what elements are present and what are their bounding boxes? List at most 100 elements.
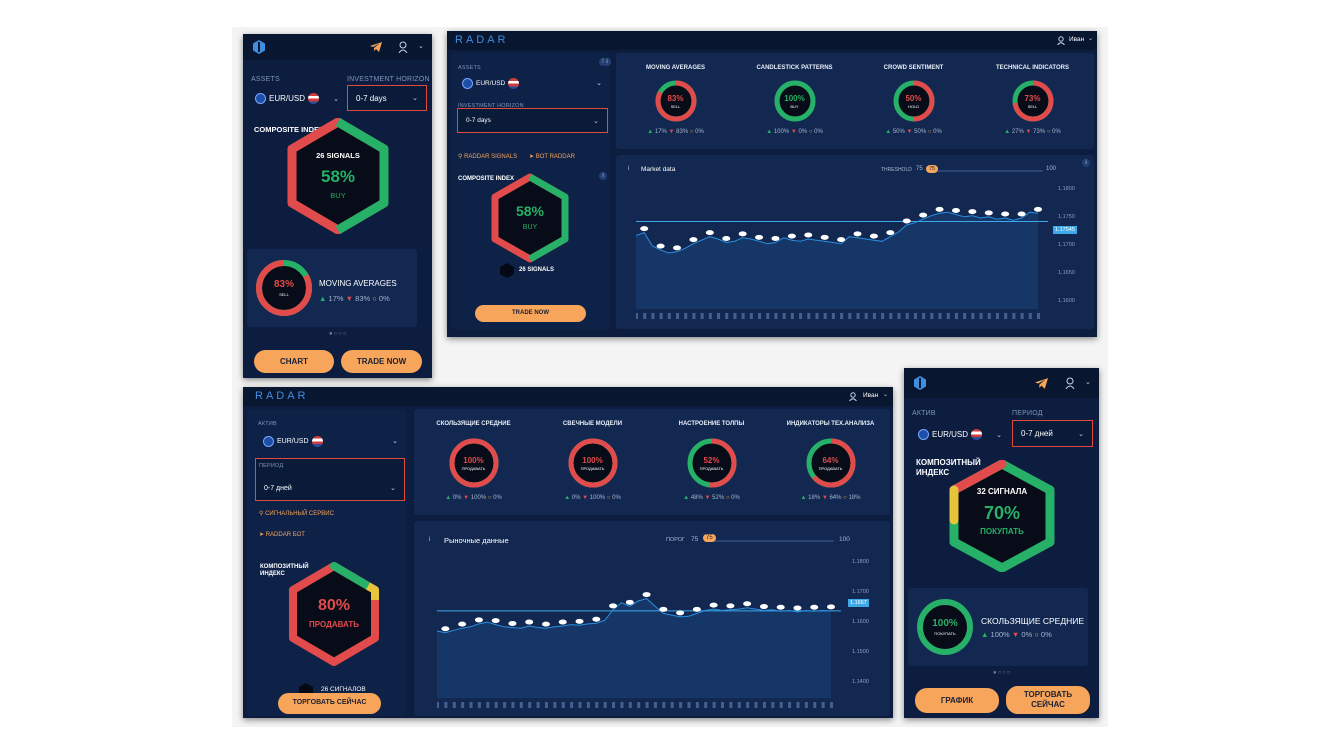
signal-marker[interactable] (1034, 206, 1042, 212)
signal-marker[interactable] (968, 209, 977, 215)
horizon-select[interactable]: 0-7 days ⌄ (347, 85, 427, 111)
asset-select[interactable]: EUR/USD ⌄ (263, 434, 398, 448)
signal-marker[interactable] (935, 206, 944, 212)
signal-marker[interactable] (722, 236, 731, 241)
info-icon[interactable]: i (603, 58, 611, 66)
asset-select[interactable]: EUR/USD ⌄ (462, 77, 602, 89)
user-name[interactable]: Иван (1069, 36, 1085, 43)
signal-marker[interactable] (793, 605, 802, 611)
signal-marker[interactable] (787, 233, 796, 239)
bot-raddar-link[interactable]: ➤ BOT RADDAR (529, 154, 575, 160)
signal-marker[interactable] (458, 621, 467, 627)
asset-select[interactable]: EUR/USD ⌄ (918, 428, 1002, 441)
signal-marker[interactable] (625, 599, 634, 605)
signal-marker[interactable] (491, 618, 500, 624)
trade-now-button[interactable]: TRADE NOW (341, 350, 422, 373)
indicator-card[interactable]: TECHNICAL INDICATORS 73% SELL ▲ 27% ▼ 73% ○… (973, 53, 1092, 149)
period-select[interactable]: 0-7 дней ⌄ (1012, 420, 1093, 447)
user-icon[interactable] (1057, 36, 1065, 45)
pagination-dots[interactable]: ●○○○ (329, 331, 348, 337)
trade-now-button[interactable]: ТОРГОВАТЬ СЕЙЧАС (278, 693, 381, 714)
signal-marker[interactable] (869, 233, 878, 239)
market-chart[interactable] (437, 557, 841, 712)
signal-marker[interactable] (738, 231, 747, 237)
signal-marker[interactable] (902, 218, 911, 224)
signal-marker[interactable] (705, 230, 714, 236)
user-menu-chevron-icon[interactable]: ⌄ (1085, 379, 1091, 386)
signal-marker[interactable] (776, 604, 785, 610)
threshold-slider-track[interactable] (704, 540, 834, 542)
info-icon[interactable]: i (599, 172, 607, 180)
info-icon[interactable]: i (1082, 159, 1090, 167)
telegram-icon[interactable] (1035, 378, 1048, 389)
user-name[interactable]: Иван (863, 392, 879, 399)
threshold-slider-handle[interactable]: 75 (703, 534, 716, 542)
raddar-signals-link[interactable]: ⚲ RADDAR SIGNALS (458, 154, 518, 160)
user-icon[interactable] (1065, 377, 1075, 389)
signal-marker[interactable] (659, 606, 668, 612)
signal-marker[interactable] (575, 618, 584, 624)
horizon-select[interactable]: 0-7 days ⌄ (457, 108, 608, 133)
signal-marker[interactable] (558, 619, 567, 625)
trade-now-button[interactable]: TRADE NOW (475, 305, 586, 322)
signal-marker[interactable] (592, 616, 601, 622)
signal-marker[interactable] (709, 602, 718, 608)
market-info-icon[interactable]: i (628, 166, 630, 172)
signal-marker[interactable] (508, 620, 517, 626)
pagination-dots[interactable]: ●○○○ (993, 670, 1012, 676)
indicator-card[interactable]: СКОЛЬЗЯЩИЕ СРЕДНИЕ 100% ПРОДАВАТЬ ▲ 0% ▼ 10… (414, 409, 533, 515)
signal-marker[interactable] (640, 226, 649, 232)
signal-marker[interactable] (984, 210, 993, 216)
telegram-icon[interactable] (370, 42, 382, 52)
user-icon[interactable] (849, 392, 857, 401)
signal-marker[interactable] (656, 243, 665, 249)
indicator-card[interactable]: MOVING AVERAGES 83% SELL ▲ 17% ▼ 83% ○ 0% (616, 53, 735, 149)
moving-averages-card[interactable]: 83% SELL MOVING AVERAGES ▲ 17% ▼ 83% ○ 0… (247, 249, 417, 327)
signal-marker[interactable] (525, 619, 534, 625)
moving-averages-card[interactable]: 100% ПОКУПАТЬ СКОЛЬЗЯЩИЕ СРЕДНИЕ ▲ 100% … (908, 588, 1088, 666)
signal-marker[interactable] (642, 592, 651, 598)
trade-now-button[interactable]: ТОРГОВАТЬ СЕЙЧАС (1006, 686, 1090, 714)
signal-marker[interactable] (771, 236, 780, 241)
signal-marker[interactable] (689, 237, 698, 243)
signal-marker[interactable] (919, 212, 928, 218)
market-info-icon[interactable]: i (429, 536, 431, 543)
signal-marker[interactable] (804, 232, 813, 238)
indicator-card[interactable]: СВЕЧНЫЕ МОДЕЛИ 100% ПРОДАВАТЬ ▲ 0% ▼ 100% ○… (533, 409, 652, 515)
user-menu-chevron-icon[interactable]: ⌄ (1088, 36, 1094, 42)
signal-service-link[interactable]: ⚲ СИГНАЛЬНЫЙ СЕРВИС (259, 511, 334, 517)
raddar-bot-link[interactable]: ➤ RADDAR БОТ (259, 532, 305, 538)
chart-button[interactable]: ГРАФИК (915, 688, 999, 713)
signal-marker[interactable] (827, 604, 835, 610)
signal-marker[interactable] (692, 606, 701, 612)
market-chart[interactable] (636, 183, 1048, 323)
user-menu-chevron-icon[interactable]: ⌄ (883, 392, 889, 398)
indicator-card[interactable]: ИНДИКАТОРЫ ТЕХ.АНАЛИЗА 64% ПРОДАВАТЬ ▲ 18% … (771, 409, 890, 515)
signal-marker[interactable] (853, 231, 862, 237)
user-icon[interactable] (398, 41, 408, 53)
signal-marker[interactable] (755, 234, 764, 240)
signal-marker[interactable] (676, 610, 685, 616)
indicator-card[interactable]: CROWD SENTIMENT 50% HOLD ▲ 50% ▼ 50% ○ 0% (854, 53, 973, 149)
indicator-card[interactable]: CANDLESTICK PATTERNS 100% BUY ▲ 100% ▼ 0% ○… (735, 53, 854, 149)
signal-marker[interactable] (474, 617, 483, 623)
signal-marker[interactable] (1001, 211, 1010, 217)
signal-marker[interactable] (1017, 211, 1026, 217)
signal-marker[interactable] (820, 234, 829, 240)
signal-marker[interactable] (951, 208, 960, 213)
threshold-slider-track[interactable] (928, 170, 1043, 172)
indicator-card[interactable]: НАСТРОЕНИЕ ТОЛПЫ 52% ПРОДАВАТЬ ▲ 48% ▼ 52% … (652, 409, 771, 515)
signal-marker[interactable] (441, 626, 450, 632)
signal-marker[interactable] (541, 621, 550, 627)
signal-marker[interactable] (726, 603, 735, 609)
signal-marker[interactable] (837, 237, 846, 243)
signal-marker[interactable] (743, 601, 752, 607)
period-select[interactable]: 0-7 дней ⌄ (255, 458, 405, 501)
threshold-slider-handle[interactable]: 75 (926, 165, 939, 173)
user-menu-chevron-icon[interactable]: ⌄ (418, 43, 424, 50)
signal-marker[interactable] (810, 604, 819, 610)
signal-marker[interactable] (609, 603, 618, 609)
chart-button[interactable]: CHART (254, 350, 334, 373)
signal-marker[interactable] (673, 245, 682, 251)
signal-marker[interactable] (886, 230, 895, 236)
